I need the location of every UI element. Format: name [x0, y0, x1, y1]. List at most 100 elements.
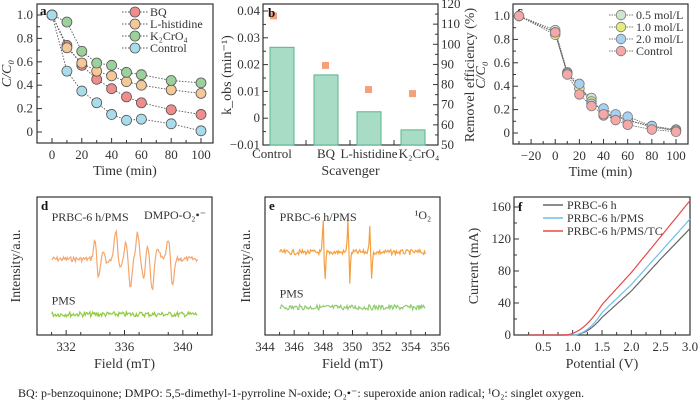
y-tick-label: 0.2 [17, 101, 33, 116]
x-tick-label: 20 [75, 147, 88, 162]
x-tick-label: 332 [56, 339, 76, 354]
x-axis-label: Time (min) [569, 165, 633, 180]
square-marker-1 [322, 61, 329, 69]
data-point [562, 69, 573, 80]
data-point [550, 27, 561, 38]
square-marker-2 [365, 86, 372, 94]
x-tick-label: 40 [105, 147, 118, 162]
data-point [61, 42, 73, 54]
data-point [106, 109, 117, 120]
legend-label: 1.0 mol/L [636, 20, 683, 34]
y-right-tick-label: 50 [441, 137, 454, 152]
legend-marker [615, 9, 627, 21]
legend-label: PRBC-6 h/PMS/TC [567, 224, 663, 238]
data-point [121, 114, 132, 126]
x-tick-label: 60 [135, 147, 148, 162]
y-right-tick-label: 70 [441, 97, 454, 112]
x-axis-label: Potential (V) [566, 357, 639, 372]
x-tick-label: 80 [165, 147, 178, 162]
x-tick-label: 336 [115, 339, 135, 354]
data-point [165, 118, 177, 130]
legend-marker [615, 45, 627, 57]
y-right-tick-label: 60 [441, 117, 454, 132]
legend-label: PRBC-6 h [567, 198, 617, 212]
legend-label: 2.0 mol/L [636, 32, 683, 46]
data-point [165, 84, 177, 96]
data-point [135, 97, 147, 109]
y-left-tick-label: −0.01 [230, 137, 260, 152]
series-line-2 [51, 14, 202, 84]
legend-label: L-histidine [150, 17, 203, 31]
data-point [135, 79, 147, 91]
data-point [106, 70, 117, 82]
y-right-tick-label: 80 [441, 77, 454, 92]
data-point [195, 109, 207, 120]
y-tick-label: 0 [27, 124, 34, 139]
data-point [46, 9, 58, 21]
bar-0 [269, 46, 295, 146]
series-line-3 [518, 15, 677, 133]
y-tick-label: 0 [504, 125, 511, 140]
y-left-tick-label: 0 [254, 110, 261, 125]
y-tick-label: 1.0 [17, 7, 33, 22]
data-point [574, 89, 585, 100]
y-left-tick-label: 0.03 [237, 30, 260, 45]
x-tick-label: BQ [317, 146, 336, 161]
legend-label: Control [150, 41, 187, 55]
data-point [106, 59, 117, 71]
panel-label-d: d [41, 198, 49, 213]
square-marker-0 [270, 12, 277, 20]
series-line-1 [51, 14, 202, 94]
x-tick-label: 352 [372, 339, 392, 354]
y-tick-label: 0.8 [17, 30, 33, 45]
y-axis-label: Intensity/a.u. [239, 229, 254, 302]
x-axis-label: Field (mT) [94, 357, 155, 372]
data-point [106, 83, 117, 95]
x-tick-label: −20 [521, 148, 541, 163]
spectrum-1 [279, 303, 426, 312]
data-point [121, 66, 132, 78]
x-tick-label: 20 [573, 148, 586, 163]
y-tick-label: 0.4 [494, 78, 511, 93]
x-tick-label: 340 [173, 339, 193, 354]
x-tick-label: 80 [645, 148, 658, 163]
bar-1 [313, 74, 339, 146]
y-right-tick-label: 120 [441, 0, 461, 11]
legend-marker [615, 33, 627, 45]
y-right-tick-label: 110 [441, 16, 460, 31]
x-tick-label: 0.5 [535, 339, 551, 354]
panel-label-e: e [269, 198, 275, 213]
legend-label: 0.5 mol/L [636, 8, 683, 22]
data-point [670, 126, 682, 138]
x-tick-label: 40 [597, 148, 610, 163]
x-tick-label: K₂CrO₄ [399, 146, 440, 161]
y-tick-label: 0.8 [494, 31, 510, 46]
data-point [76, 85, 88, 97]
x-tick-label: Control [252, 146, 292, 161]
x-tick-label: 3.0 [682, 339, 698, 354]
data-point [586, 100, 597, 112]
y-tick-label: 0.4 [17, 77, 34, 92]
data-point [195, 87, 207, 99]
y-left-tick-label: 0.01 [237, 83, 260, 98]
y-left-tick-label: 0.02 [237, 57, 260, 72]
y-right-axis-label: Removel efficiency (%) [463, 8, 478, 143]
panel-label-a: a [40, 3, 47, 18]
x-axis-label: Scavenger [321, 164, 380, 179]
y-tick-label: 0.6 [17, 54, 34, 69]
iv-curve-1 [528, 218, 691, 336]
y-right-tick-label: 90 [441, 56, 454, 71]
y-left-tick-label: 0.04 [237, 3, 260, 18]
x-tick-label: 344 [255, 339, 275, 354]
y-tick-label: 80 [498, 263, 511, 278]
square-marker-3 [409, 90, 416, 98]
series-label: PRBC-6 h/PMS [52, 210, 129, 224]
y-tick-label: 120 [492, 231, 512, 246]
series-label: PMS [52, 293, 76, 307]
x-tick-label: 1.5 [594, 339, 610, 354]
data-point [165, 104, 177, 116]
data-point [513, 10, 525, 22]
figure-caption: BQ: p-benzoquinone; DMPO: 5,5-dimethyl-1… [18, 386, 585, 400]
y-tick-label: 1.0 [494, 8, 510, 23]
